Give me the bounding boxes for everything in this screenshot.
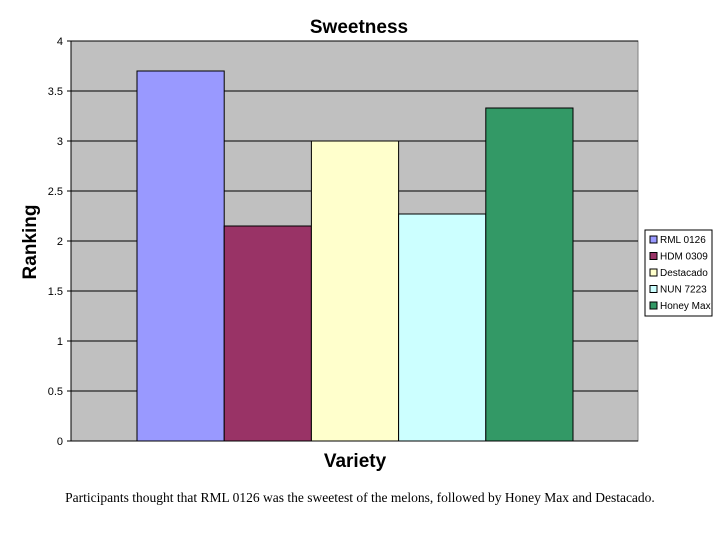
legend-swatch <box>649 285 658 293</box>
y-tick-label: 0 <box>57 436 63 448</box>
y-tick-label: 3.5 <box>48 86 63 98</box>
bar-destacado <box>310 140 400 442</box>
legend: RML 0126 HDM 0309 Destacado NUN 7223 Honey M… <box>644 229 713 317</box>
bar-nun-7223 <box>398 213 487 442</box>
y-tick-label: 3 <box>57 136 63 148</box>
legend-label: RML 0126 <box>660 235 706 246</box>
legend-label: Destacado <box>660 268 708 279</box>
legend-swatch <box>649 235 658 244</box>
legend-swatch <box>649 301 658 310</box>
legend-label: Honey Max <box>660 301 711 312</box>
bars <box>136 70 574 442</box>
legend-swatch <box>649 252 658 260</box>
y-tick-label: 1 <box>57 336 63 348</box>
x-axis-title: Variety <box>324 451 387 472</box>
bar-rml-0126 <box>136 70 225 442</box>
y-tick-label: 4 <box>57 36 63 48</box>
legend-label: HDM 0309 <box>660 252 708 263</box>
y-axis-title: Ranking <box>20 205 41 280</box>
y-tick-label: 2.5 <box>48 186 63 198</box>
y-tick-label: 2 <box>57 236 63 248</box>
bar-honey-max <box>485 107 574 442</box>
bar-hdm-0309 <box>223 225 312 442</box>
chart-title: Sweetness <box>310 17 408 38</box>
sweetness-chart: Sweetness 0 0.5 1 1.5 2 2.5 3 3.5 4 Variety Rank… <box>20 17 713 472</box>
legend-label: NUN 7223 <box>660 285 707 296</box>
legend-items: RML 0126 HDM 0309 Destacado NUN 7223 Honey M… <box>649 235 711 312</box>
y-axis-ticks: 0 0.5 1 1.5 2 2.5 3 3.5 4 <box>48 36 71 448</box>
chart-caption: Participants thought that RML 0126 was t… <box>65 490 655 505</box>
y-tick-label: 0.5 <box>48 386 63 398</box>
legend-swatch <box>649 268 658 277</box>
y-tick-label: 1.5 <box>48 286 63 298</box>
